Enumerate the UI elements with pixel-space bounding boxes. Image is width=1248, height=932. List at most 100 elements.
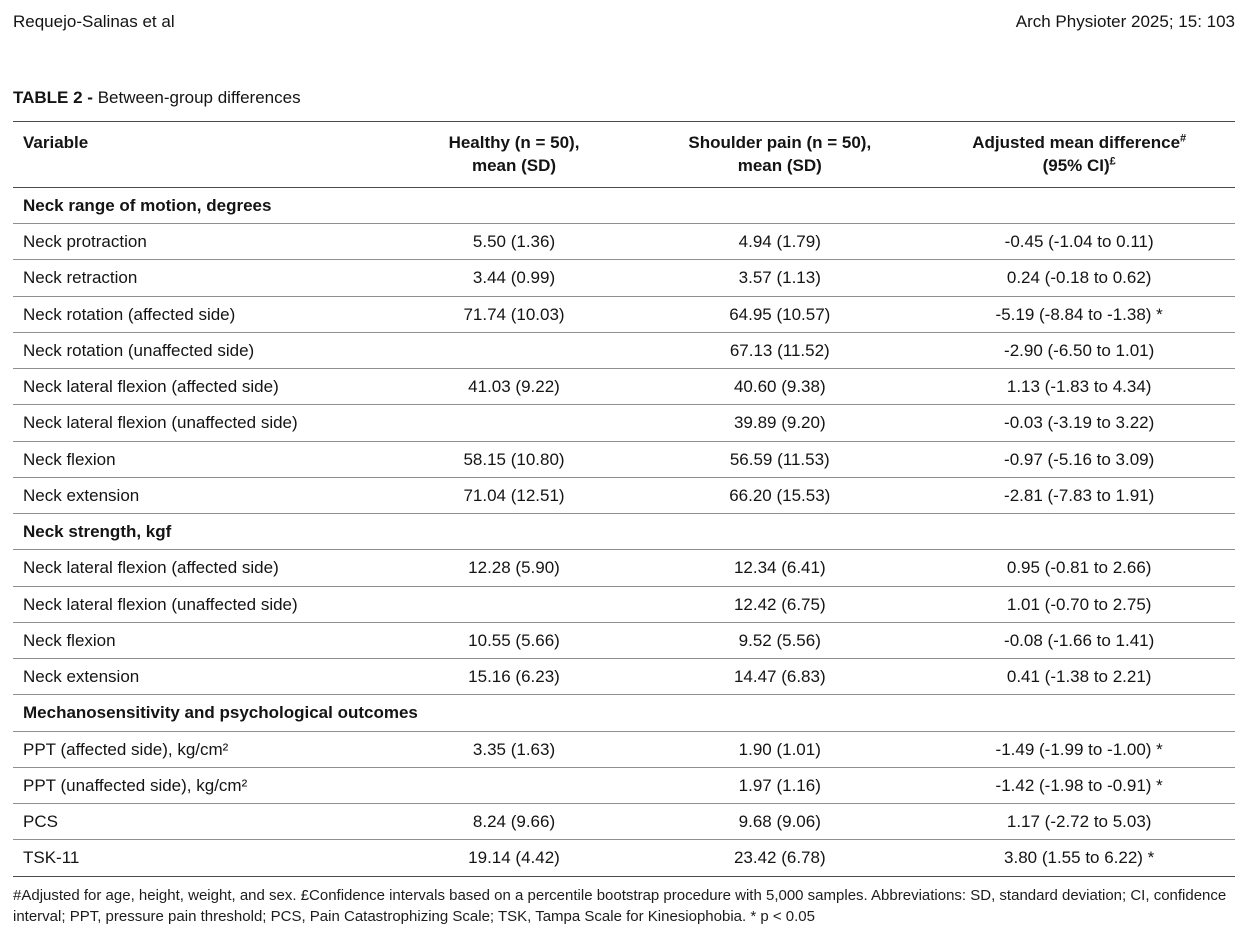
cell-healthy-mean (391, 586, 637, 623)
cell-variable: Neck lateral flexion (unaffected side) (13, 404, 392, 442)
table-row: PPT (affected side), kg/cm² 3.35 (1.63) 1.… (13, 731, 1235, 768)
table-row: Neck extension 15.16 (6.23) 14.47 (6.83) 0.… (13, 658, 1235, 696)
column-header-shoulder-pain: Shoulder pain (n = 50), mean (SD) (636, 121, 924, 188)
cell-variable: Neck lateral flexion (affected side) (13, 549, 392, 587)
section-header-row: Neck strength, kgf (13, 513, 1235, 551)
cell-variable: Neck protraction (13, 223, 392, 261)
adjusted-header-sup1: # (1180, 132, 1187, 145)
cell-variable: Neck lateral flexion (unaffected side) (13, 586, 392, 623)
cell-adjusted-difference: 1.13 (-1.83 to 4.34) (923, 368, 1235, 406)
author-citation: Requejo-Salinas et al (13, 12, 175, 31)
cell-adjusted-difference: 3.80 (1.55 to 6.22) * (1004, 848, 1155, 868)
section-header-label: Mechanosensitivity and psychological out… (13, 694, 1235, 732)
cell-healthy-mean: 5.50 (1.36) (391, 223, 637, 261)
cell-adjusted-difference: -0.03 (-3.19 to 3.22) (923, 404, 1235, 442)
cell-shoulder-pain-mean: 9.68 (9.06) (636, 803, 924, 841)
cell-shoulder-pain-mean: 64.95 (10.57) (636, 296, 924, 333)
section-header-row: Neck range of motion, degrees (13, 187, 1235, 225)
cell-adjusted-difference: -1.42 (-1.98 to -0.91) * (923, 767, 1235, 805)
cell-healthy-mean: 3.44 (0.99) (391, 259, 637, 297)
cell-healthy-mean: 12.28 (5.90) (391, 549, 637, 587)
cell-healthy-mean: 15.16 (6.23) (391, 658, 637, 696)
cell-shoulder-pain-mean: 3.57 (1.13) (636, 259, 924, 297)
cell-adjusted-difference: 1.17 (-2.72 to 5.03) (923, 803, 1235, 841)
cell-shoulder-pain-mean: 9.52 (5.56) (636, 622, 924, 660)
table-row: Neck flexion 10.55 (5.66) 9.52 (5.56) -0.08… (13, 622, 1235, 660)
results-table: Variable Healthy (n = 50), mean (SD) Sho… (13, 121, 1235, 877)
cell-healthy-mean: 3.35 (1.63) (391, 731, 637, 768)
table-row: PCS 8.24 (9.66) 9.68 (9.06) 1.17 (-2.72 to … (13, 803, 1235, 841)
cell-variable: Neck flexion (13, 622, 392, 660)
cell-shoulder-pain-mean: 12.42 (6.75) (636, 586, 924, 623)
table-title-text: Between-group differences (92, 88, 301, 107)
cell-adjusted-difference: -1.49 (-1.99 to -1.00) * (923, 731, 1235, 768)
table-footnote: #Adjusted for age, height, weight, and s… (13, 886, 1227, 925)
adjusted-header-line2: (95% CI) (1042, 155, 1110, 175)
cell-healthy-mean: 10.55 (5.66) (391, 622, 637, 660)
table-row: Neck lateral flexion (affected side) 12.2… (13, 549, 1235, 587)
table-row: Neck retraction 3.44 (0.99) 3.57 (1.13) 0.2… (13, 259, 1235, 297)
section-header-label: Neck strength, kgf (13, 513, 1235, 551)
cell-adjusted-difference: 1.01 (-0.70 to 2.75) (923, 586, 1235, 623)
cell-shoulder-pain-mean: 39.89 (9.20) (636, 404, 924, 442)
cell-adjusted-difference: -0.08 (-1.66 to 1.41) (923, 622, 1235, 660)
cell-healthy-mean: 19.14 (4.42) (468, 848, 560, 868)
cell-variable: TSK-11 (23, 848, 80, 868)
page-header: Requejo-Salinas et al Arch Physioter 202… (13, 12, 1235, 32)
paper-page: Requejo-Salinas et al Arch Physioter 202… (13, 12, 1235, 927)
column-header-row: Variable Healthy (n = 50), mean (SD) Sho… (13, 121, 1235, 188)
cell-variable: Neck extension (13, 658, 392, 696)
cell-variable: PCS (13, 803, 392, 841)
healthy-header-line1: Healthy (n = 50), (448, 133, 580, 152)
column-header-healthy: Healthy (n = 50), mean (SD) (391, 121, 637, 188)
column-header-variable: Variable (13, 121, 392, 188)
cell-healthy-mean: 41.03 (9.22) (391, 368, 637, 406)
cell-shoulder-pain-mean: 4.94 (1.79) (636, 223, 924, 261)
cell-adjusted-difference: -2.81 (-7.83 to 1.91) (923, 477, 1235, 515)
healthy-header-line2: mean (SD) (471, 155, 557, 175)
cell-shoulder-pain-mean: 14.47 (6.83) (636, 658, 924, 696)
cell-healthy-mean (391, 404, 637, 442)
table-row: Neck protraction 5.50 (1.36) 4.94 (1.79) -0… (13, 223, 1235, 261)
cell-variable: Neck rotation (unaffected side) (13, 332, 392, 370)
table-row: Neck rotation (affected side) 71.74 (10.0… (13, 296, 1235, 333)
cell-variable: PPT (affected side), kg/cm² (13, 731, 392, 768)
table-label: TABLE 2 - (13, 88, 93, 107)
column-header-adjusted-difference: Adjusted mean difference# (95% CI)£ (923, 121, 1235, 188)
cell-healthy-mean (391, 767, 637, 805)
section-header-label: Neck range of motion, degrees (13, 187, 1235, 225)
cell-healthy-mean (391, 332, 637, 370)
adjusted-header-line1: Adjusted mean difference (972, 133, 1181, 152)
table-row: Neck flexion 58.15 (10.80) 56.59 (11.53) -0… (13, 441, 1235, 478)
cell-shoulder-pain-mean: 40.60 (9.38) (636, 368, 924, 406)
cell-adjusted-difference: -2.90 (-6.50 to 1.01) (923, 332, 1235, 370)
cell-shoulder-pain-mean: 67.13 (11.52) (636, 332, 924, 370)
table-row: Neck lateral flexion (affected side) 41.0… (13, 368, 1235, 406)
cell-variable: PPT (unaffected side), kg/cm² (13, 767, 392, 805)
cell-shoulder-pain-mean: 1.97 (1.16) (636, 767, 924, 805)
table-row: Neck rotation (unaffected side) 67.13 (11… (13, 332, 1235, 370)
table-row: TSK-11 19.14 (4.42) 23.42 (6.78) 3.80 (1.55… (13, 840, 1235, 876)
table-row: Neck lateral flexion (unaffected side) 39… (13, 404, 1235, 442)
table-row: Neck lateral flexion (unaffected side) 12… (13, 586, 1235, 623)
journal-citation: Arch Physioter 2025; 15: 103 (1015, 12, 1235, 31)
cell-shoulder-pain-mean: 12.34 (6.41) (636, 549, 924, 587)
cell-variable: Neck retraction (13, 259, 392, 297)
cell-shoulder-pain-mean: 66.20 (15.53) (636, 477, 924, 515)
cell-healthy-mean: 58.15 (10.80) (391, 441, 637, 478)
table-caption: TABLE 2 - Between-group differences (13, 88, 1235, 108)
cell-healthy-mean: 71.04 (12.51) (391, 477, 637, 515)
adjusted-header-sup2: £ (1109, 155, 1116, 168)
cell-shoulder-pain-mean: 23.42 (6.78) (733, 848, 826, 868)
cell-shoulder-pain-mean: 1.90 (1.01) (636, 731, 924, 768)
cell-adjusted-difference: 0.24 (-0.18 to 0.62) (923, 259, 1235, 297)
cell-variable: Neck rotation (affected side) (13, 296, 392, 333)
cell-healthy-mean: 8.24 (9.66) (391, 803, 637, 841)
shoulder-pain-header-line2: mean (SD) (737, 155, 822, 175)
table-body: Neck range of motion, degrees Neck protra… (13, 187, 1235, 876)
cell-variable: Neck flexion (13, 441, 392, 478)
cell-healthy-mean: 71.74 (10.03) (391, 296, 637, 333)
cell-adjusted-difference: -5.19 (-8.84 to -1.38) * (923, 296, 1235, 333)
cell-adjusted-difference: -0.97 (-5.16 to 3.09) (923, 441, 1235, 478)
shoulder-pain-header-line1: Shoulder pain (n = 50), (688, 133, 872, 152)
